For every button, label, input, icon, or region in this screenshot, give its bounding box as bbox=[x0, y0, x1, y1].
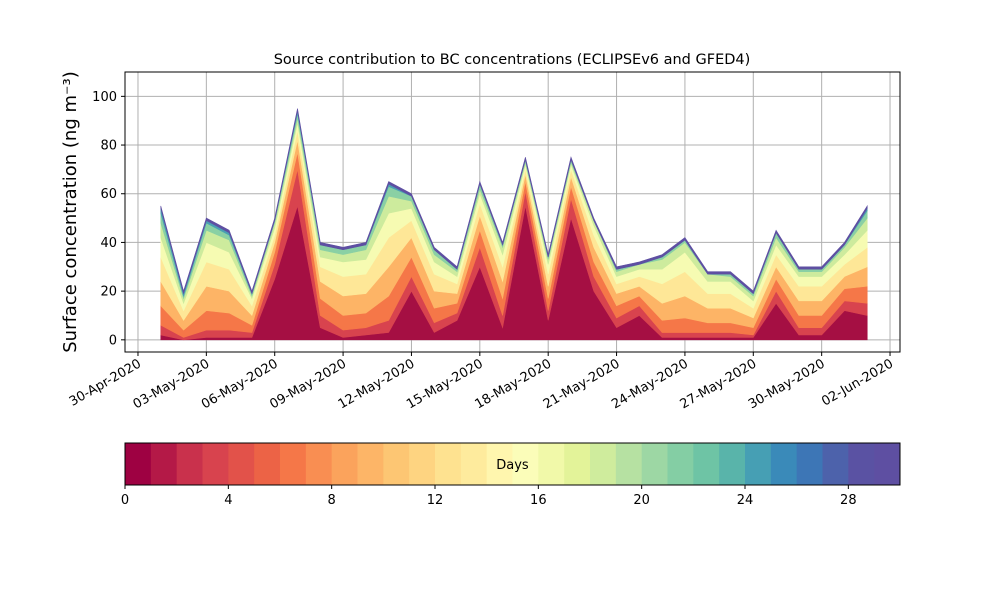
colorbar-swatch bbox=[641, 443, 668, 485]
colorbar-swatch bbox=[202, 443, 229, 485]
colorbar-swatch bbox=[822, 443, 849, 485]
colorbar-swatch bbox=[409, 443, 436, 485]
colorbar-tick-label: 28 bbox=[840, 493, 857, 508]
colorbar-tick-label: 20 bbox=[633, 493, 650, 508]
colorbar-swatch bbox=[848, 443, 875, 485]
colorbar-label: Days bbox=[496, 458, 529, 473]
colorbar-tick-label: 24 bbox=[737, 493, 754, 508]
plot-frame bbox=[124, 71, 901, 353]
x-tick-label: 30-May-2020 bbox=[746, 356, 828, 412]
x-tick-label: 03-May-2020 bbox=[131, 356, 213, 412]
colorbar-swatch bbox=[564, 443, 591, 485]
colorbar-swatch bbox=[125, 443, 152, 485]
colorbar-swatch bbox=[228, 443, 255, 485]
colorbar-tick-label: 16 bbox=[530, 493, 547, 508]
colorbar-swatch bbox=[305, 443, 333, 485]
colorbar-swatch bbox=[512, 443, 539, 485]
x-tick-label: 12-May-2020 bbox=[336, 356, 418, 412]
area-layer bbox=[160, 108, 868, 295]
colorbar-swatch bbox=[150, 443, 178, 485]
colorbar-swatch bbox=[719, 443, 746, 485]
y-tick-label: 20 bbox=[100, 285, 117, 300]
colorbar-swatch bbox=[383, 443, 410, 485]
x-tick-label: 21-May-2020 bbox=[541, 356, 623, 412]
colorbar-swatch bbox=[615, 443, 643, 485]
colorbar-swatch bbox=[435, 443, 462, 485]
colorbar-swatch bbox=[770, 443, 798, 485]
colorbar-swatch bbox=[331, 443, 358, 485]
x-tick-label: 18-May-2020 bbox=[473, 356, 555, 412]
colorbar-swatch bbox=[874, 443, 901, 485]
colorbar-swatch bbox=[280, 443, 307, 485]
colorbar-swatch bbox=[538, 443, 565, 485]
y-tick-label: 60 bbox=[100, 187, 117, 202]
x-tick-label: 09-May-2020 bbox=[267, 356, 349, 412]
x-tick-label: 06-May-2020 bbox=[199, 356, 281, 412]
x-tick-label: 15-May-2020 bbox=[404, 356, 486, 412]
y-tick-label: 0 bbox=[109, 333, 117, 348]
y-axis-label: Surface concentration (ng m⁻³) bbox=[60, 71, 81, 353]
colorbar-swatch bbox=[460, 443, 488, 485]
colorbar-swatch bbox=[667, 443, 694, 485]
colorbar-swatch bbox=[590, 443, 617, 485]
x-tick-label: 02-Jun-2020 bbox=[819, 356, 896, 409]
y-tick-label: 100 bbox=[92, 90, 117, 105]
chart-title: Source contribution to BC concentrations… bbox=[274, 52, 751, 68]
colorbar-tick-label: 8 bbox=[328, 493, 336, 508]
colorbar-swatch bbox=[176, 443, 203, 485]
colorbar-tick-label: 12 bbox=[427, 493, 444, 508]
colorbar-frame bbox=[124, 442, 901, 486]
colorbar-tick-label: 4 bbox=[224, 493, 232, 508]
colorbar-swatch bbox=[357, 443, 384, 485]
colorbar-swatch bbox=[486, 443, 513, 485]
colorbar-swatch bbox=[254, 443, 281, 485]
colorbar-swatch bbox=[796, 443, 823, 485]
plot-area bbox=[160, 108, 868, 341]
colorbar-tick-label: 0 bbox=[121, 493, 129, 508]
y-tick-label: 40 bbox=[100, 236, 117, 251]
colorbar-swatch bbox=[745, 443, 772, 485]
y-tick-label: 80 bbox=[100, 139, 117, 154]
colorbar-swatch bbox=[693, 443, 720, 485]
x-tick-label: 27-May-2020 bbox=[678, 356, 760, 412]
x-tick-label: 24-May-2020 bbox=[609, 356, 691, 412]
